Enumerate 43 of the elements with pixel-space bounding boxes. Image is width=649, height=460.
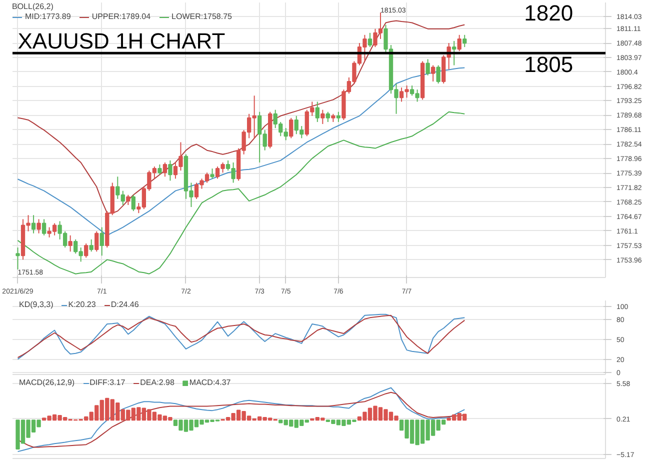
ref-line-label: 1805 <box>524 52 574 78</box>
legend-label: DEA:2.98 <box>140 378 174 387</box>
candlestick <box>126 194 130 206</box>
candlestick <box>162 162 168 178</box>
candlestick <box>336 111 341 122</box>
legend-label: MACD:4.37 <box>189 378 231 387</box>
candlestick <box>84 242 88 258</box>
candlestick <box>42 218 46 236</box>
candlestick <box>426 58 430 76</box>
legend-label: LOWER:1758.75 <box>172 12 232 21</box>
candlestick <box>89 238 94 252</box>
legend-title: KD(9,3,3) <box>19 300 54 309</box>
candlestick <box>16 247 20 270</box>
candlestick <box>436 64 440 84</box>
candlestick <box>68 234 72 252</box>
candlestick <box>100 226 104 256</box>
text: 1820 <box>524 0 574 26</box>
candlestick <box>158 164 162 176</box>
candlestick <box>457 34 462 52</box>
candlestick <box>210 168 214 180</box>
legend-title: MACD(26,12,9) <box>19 378 75 387</box>
legend-label: UPPER:1789.04 <box>92 12 151 21</box>
legend-label: MID:1773.89 <box>25 12 71 21</box>
candlestick <box>368 32 372 48</box>
candlestick <box>452 40 456 66</box>
legend-label: D:24.46 <box>110 300 139 309</box>
candlestick <box>94 230 99 252</box>
legend-label: K:20.23 <box>68 300 96 309</box>
line-series <box>17 111 466 274</box>
legend-label: DIFF:3.17 <box>90 378 126 387</box>
legend-title: BOLL(26,2) <box>12 2 54 11</box>
text: XAUUSD 1H CHART <box>18 28 226 54</box>
candlestick <box>131 194 136 212</box>
candlestick <box>289 117 294 139</box>
candlestick <box>31 214 36 234</box>
candlestick <box>430 64 436 82</box>
candlestick <box>315 101 320 122</box>
candlestick <box>168 160 172 182</box>
candlestick <box>462 34 467 48</box>
candlestick <box>320 109 325 124</box>
candlestick <box>36 218 41 234</box>
line-series <box>17 20 466 214</box>
candlestick <box>326 111 330 122</box>
